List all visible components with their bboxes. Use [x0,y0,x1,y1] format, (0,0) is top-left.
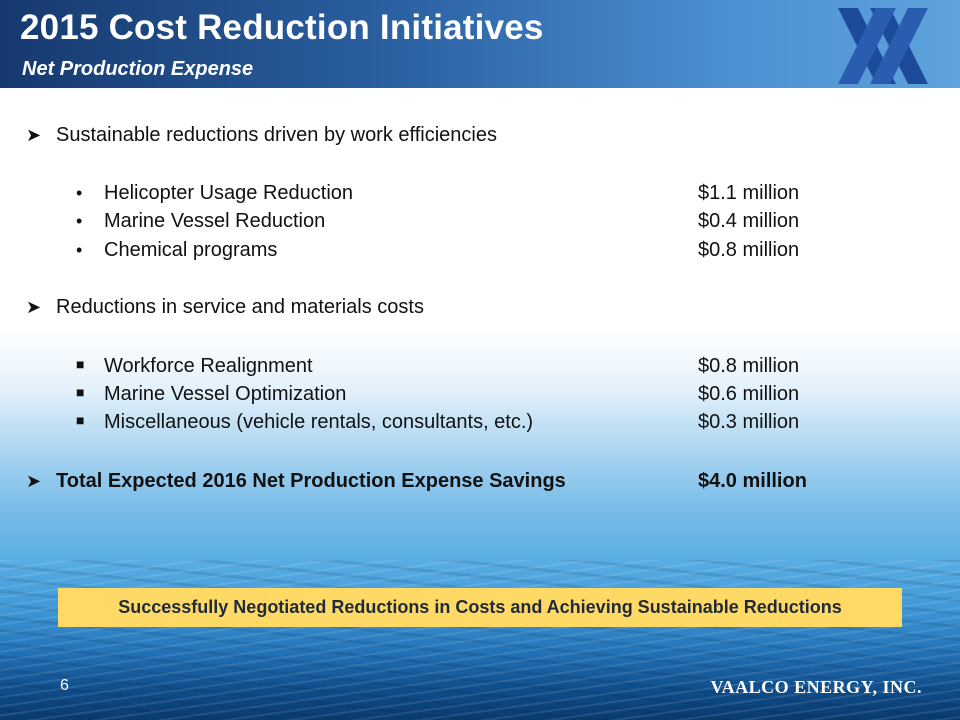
list-item-value: $0.8 million [698,239,800,261]
list-item-label: Marine Vessel Reduction [104,210,326,232]
list-item-value: $0.4 million [698,210,800,232]
section-heading: Reductions in service and materials cost… [56,296,424,318]
summary-banner: Successfully Negotiated Reductions in Co… [58,588,902,627]
arrow-bullet-icon: ➤ [26,297,42,317]
list-item-value: $0.3 million [698,411,800,433]
company-logo-icon [838,8,928,84]
arrow-bullet-icon: ➤ [26,125,42,145]
square-bullet-icon: ■ [76,384,85,400]
list-item-label: Chemical programs [104,239,278,261]
total-label: Total Expected 2016 Net Production Expen… [56,470,566,492]
title-bar: 2015 Cost Reduction Initiatives Net Prod… [0,0,960,88]
list-item-value: $1.1 million [698,182,800,204]
square-bullet-icon: ■ [76,412,85,428]
list-item-value: $0.8 million [698,355,800,377]
page-title: 2015 Cost Reduction Initiatives [20,8,544,47]
page-number: 6 [60,677,69,694]
list-item-label: Miscellaneous (vehicle rentals, consulta… [104,411,534,433]
arrow-bullet-icon: ➤ [26,471,42,491]
company-name: VAALCO ENERGY, INC. [710,677,922,697]
square-bullet-icon: ■ [76,356,85,372]
list-item-value: $0.6 million [698,383,800,405]
page-subtitle: Net Production Expense [22,58,254,80]
round-bullet-icon: • [76,183,83,203]
total-value: $4.0 million [698,470,807,492]
round-bullet-icon: • [76,240,83,260]
section-heading: Sustainable reductions driven by work ef… [56,124,497,146]
round-bullet-icon: • [76,211,83,231]
list-item-label: Workforce Realignment [104,355,313,377]
list-item-label: Marine Vessel Optimization [104,383,347,405]
list-item-label: Helicopter Usage Reduction [104,182,354,204]
ocean-background [0,560,960,720]
